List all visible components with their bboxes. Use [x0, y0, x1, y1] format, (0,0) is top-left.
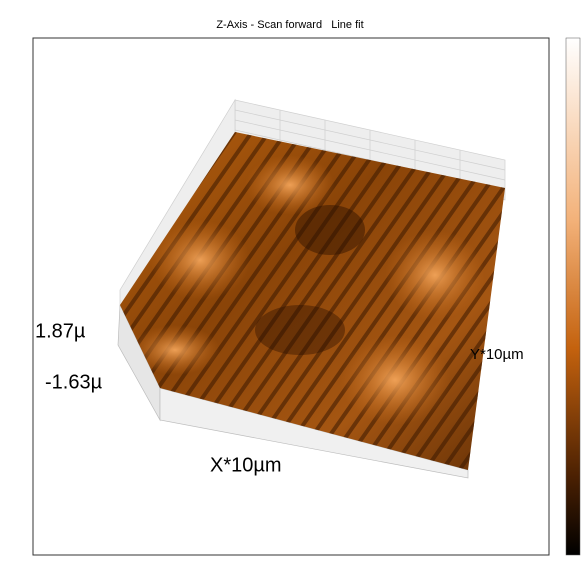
z-max-label: 1.87µ [35, 320, 86, 342]
y-axis-label: Y*10µm [470, 346, 524, 363]
x-axis-label: X*10µm [210, 454, 282, 476]
color-bar [565, 37, 581, 556]
z-min-label: -1.63µ [45, 371, 103, 393]
title: Z-Axis - Scan forward Line fit [216, 19, 363, 31]
